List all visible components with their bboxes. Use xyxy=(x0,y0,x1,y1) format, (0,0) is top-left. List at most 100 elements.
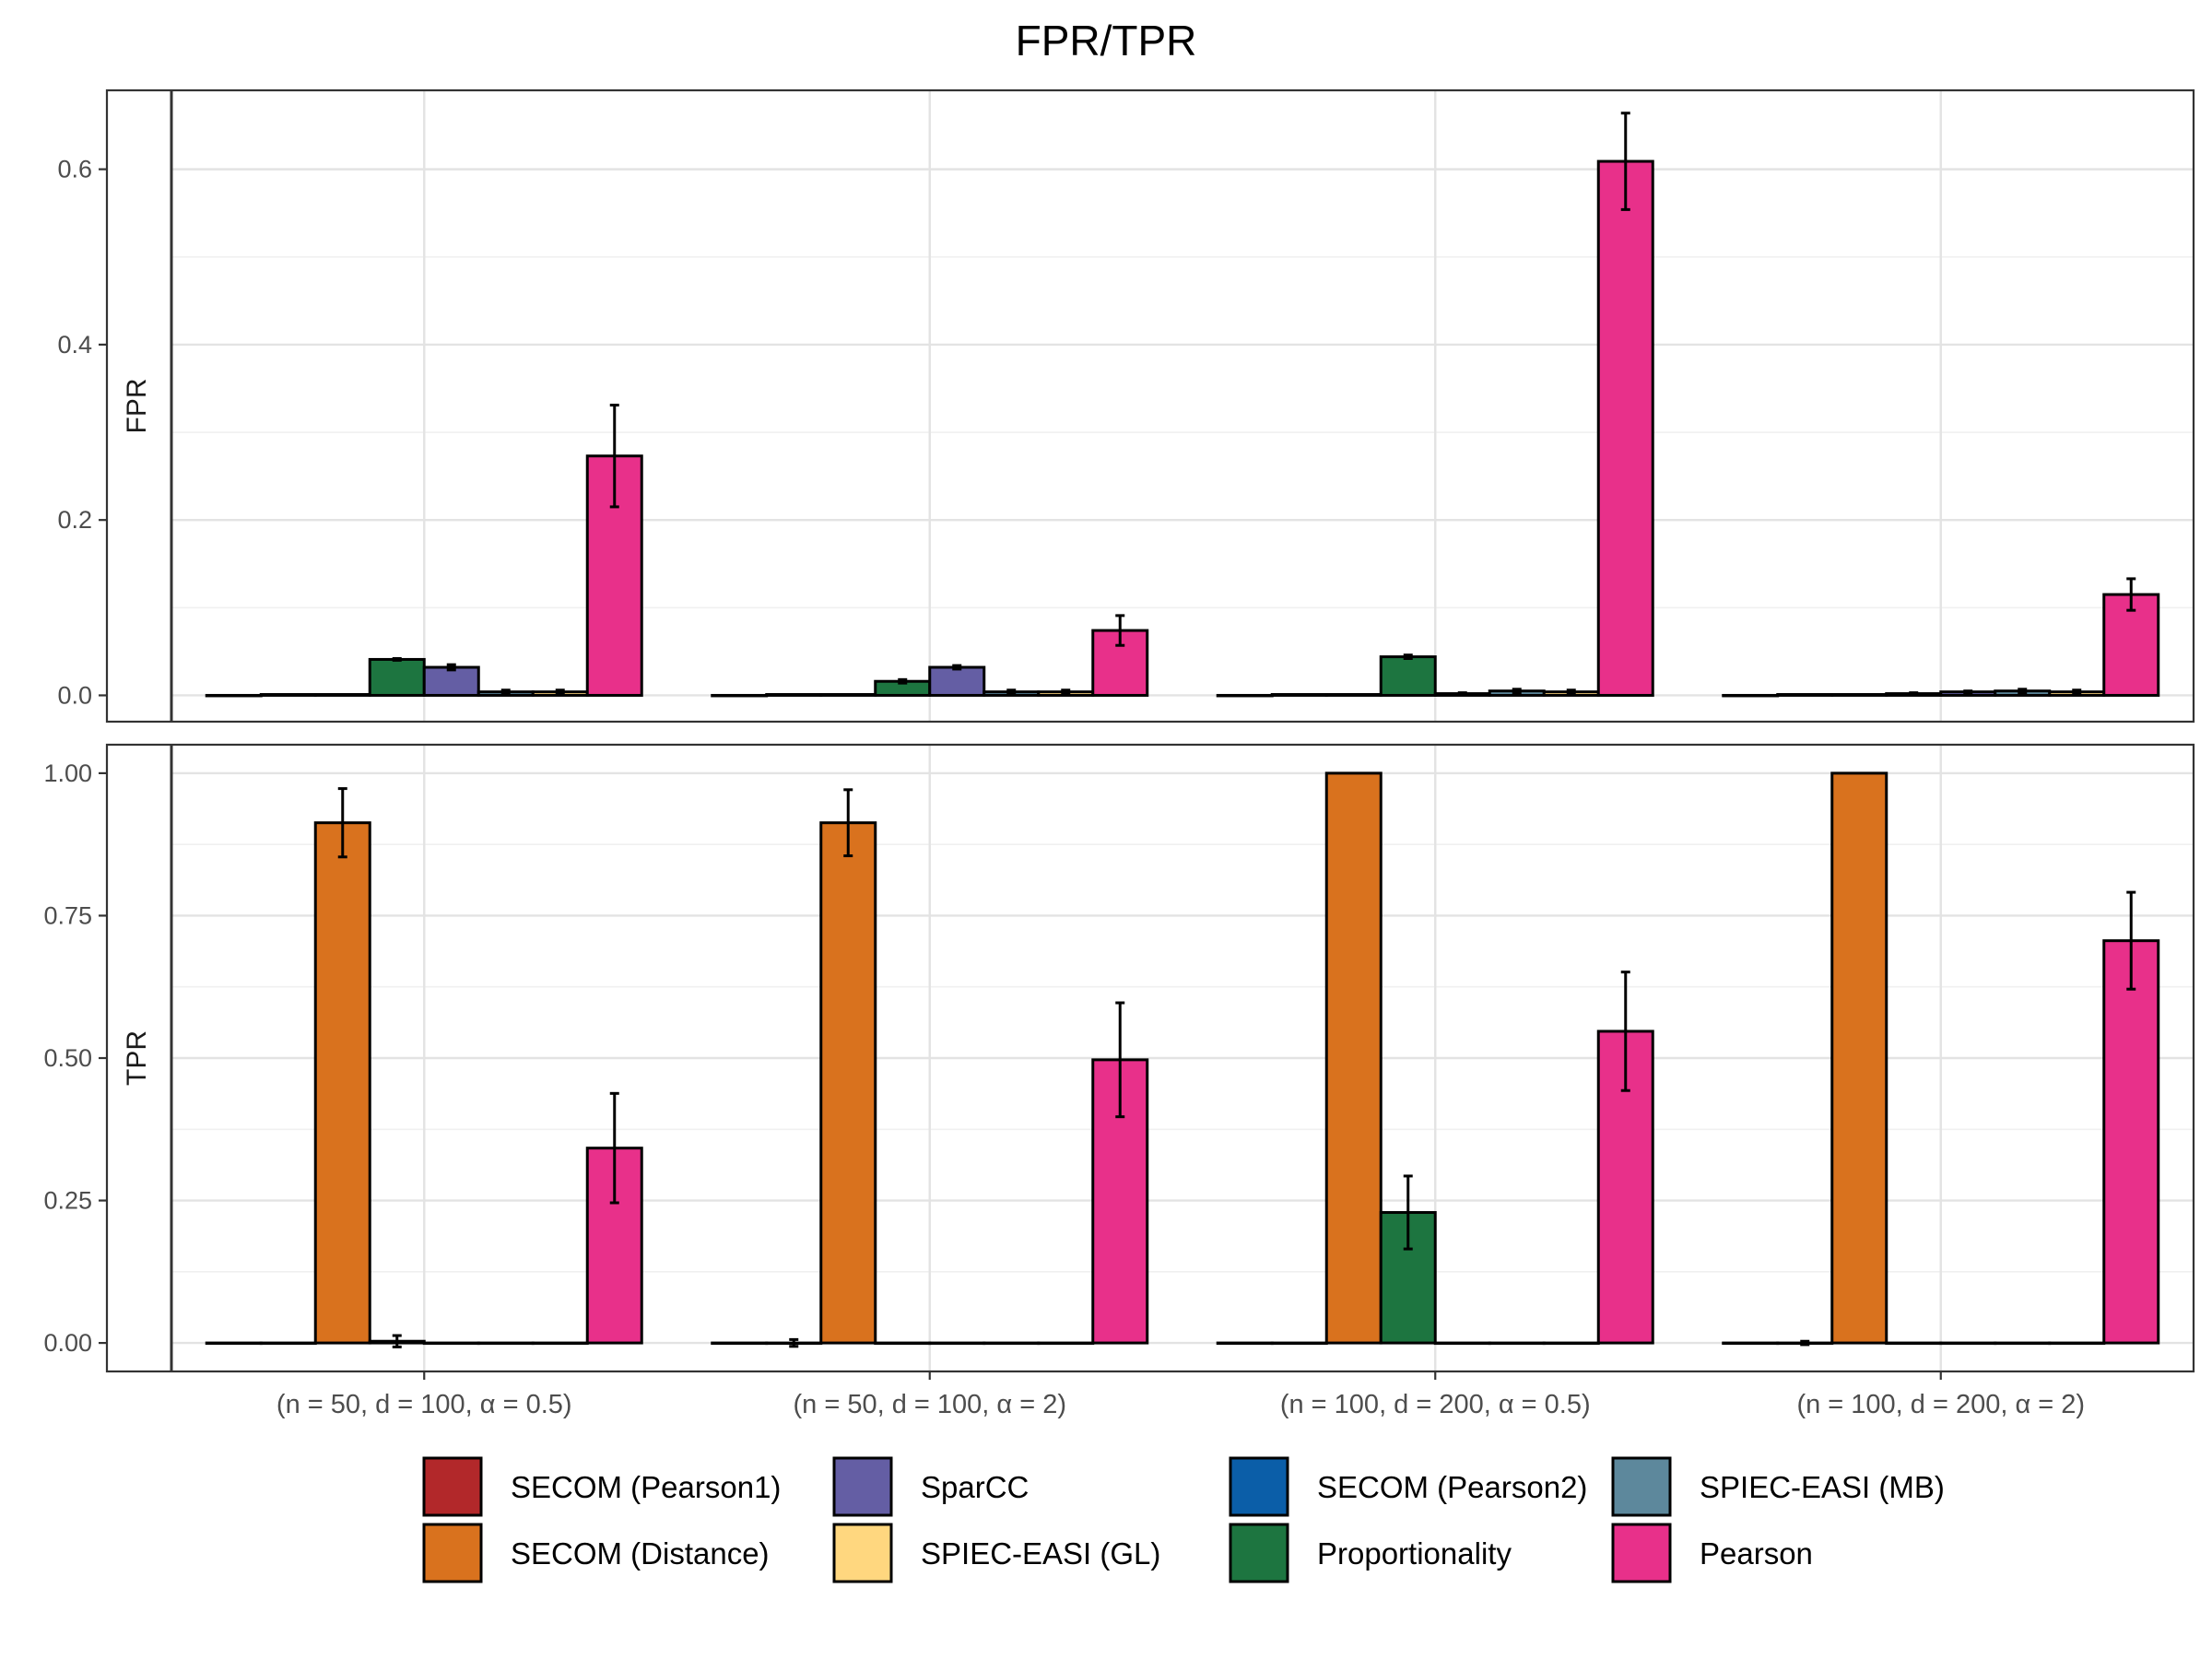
legend-label: SECOM (Pearson2) xyxy=(1317,1470,1587,1504)
y-tick-label: 0.4 xyxy=(57,331,92,359)
bar xyxy=(1776,693,1834,697)
legend-key xyxy=(832,1523,893,1583)
panel-border xyxy=(105,88,2195,724)
bar xyxy=(1994,1341,2052,1346)
error-bar xyxy=(1512,688,1522,695)
x-tick-label: (n = 100, d = 200, α = 0.5) xyxy=(1280,1390,1591,1419)
legend-label: Pearson xyxy=(1700,1536,1813,1571)
y-tick-label: 0.50 xyxy=(43,1044,92,1072)
legend-item: Proportionality xyxy=(1229,1523,1512,1583)
error-bar xyxy=(609,404,619,509)
bar xyxy=(1939,1341,1997,1346)
error-bar xyxy=(2126,577,2136,612)
bar xyxy=(313,693,371,697)
error-bar xyxy=(2126,890,2136,991)
bar xyxy=(1324,693,1382,697)
bar xyxy=(928,1341,986,1346)
error-bar xyxy=(2072,688,2082,696)
bar xyxy=(1216,1341,1274,1346)
error-bar xyxy=(789,1337,799,1348)
bar xyxy=(368,657,426,697)
bar xyxy=(205,1341,263,1346)
y-tick-label: 0.2 xyxy=(57,506,92,534)
error-bar xyxy=(1800,1339,1810,1347)
legend-label: SECOM (Pearson1) xyxy=(511,1470,781,1504)
legend-label: SPIEC-EASI (MB) xyxy=(1700,1470,1945,1504)
error-bar xyxy=(446,663,456,672)
bar xyxy=(422,665,480,697)
panel-fpr: FPR 0.0 0.2 0.4 0.6 xyxy=(57,88,2195,724)
error-bar xyxy=(843,788,853,858)
bar xyxy=(477,1341,535,1346)
bar xyxy=(2102,939,2160,1345)
error-bar xyxy=(2018,688,2028,695)
y-tick-label: 0.6 xyxy=(57,156,92,183)
bar xyxy=(1037,1341,1095,1346)
legend-key xyxy=(422,1523,483,1583)
error-bar xyxy=(952,664,962,671)
legend-label: SPIEC-EASI (GL) xyxy=(921,1536,1160,1571)
bar xyxy=(1433,1341,1491,1346)
legend-item: SparCC xyxy=(832,1456,1029,1517)
error-bar xyxy=(1006,688,1017,696)
y-tick-label: 0.75 xyxy=(43,901,92,929)
error-bar xyxy=(1909,691,1919,697)
bar xyxy=(1270,1341,1328,1346)
bar xyxy=(1216,693,1274,698)
error-bar xyxy=(1061,688,1071,696)
y-tick-label: 0.25 xyxy=(43,1187,92,1215)
legend-key xyxy=(832,1456,893,1517)
bar xyxy=(313,821,371,1345)
chart-title: FPR/TPR xyxy=(1016,17,1197,65)
x-tick-label: (n = 50, d = 100, α = 2) xyxy=(794,1390,1067,1419)
error-bar xyxy=(392,1334,402,1348)
error-bar xyxy=(555,688,565,696)
error-bar xyxy=(1620,971,1630,1092)
bar xyxy=(259,1341,317,1346)
strip-label-tpr: TPR xyxy=(122,1030,152,1086)
legend-label: Proportionality xyxy=(1317,1536,1512,1571)
bar xyxy=(711,1341,769,1346)
bar xyxy=(1722,1341,1780,1346)
bar xyxy=(1885,1341,1943,1346)
error-bar xyxy=(1115,614,1125,647)
bar xyxy=(1270,693,1328,697)
error-bar xyxy=(337,787,347,859)
legend-key xyxy=(1611,1456,1672,1517)
bar xyxy=(1379,655,1437,697)
plot-background xyxy=(171,90,2194,722)
bar xyxy=(819,693,877,697)
bar xyxy=(1830,693,1888,697)
bar xyxy=(1722,693,1780,698)
error-bar xyxy=(500,688,511,696)
bar xyxy=(2048,1341,2106,1346)
bar xyxy=(982,1341,1041,1346)
bar xyxy=(1324,771,1382,1345)
legend-item: SECOM (Pearson1) xyxy=(422,1456,781,1517)
bar xyxy=(531,1341,589,1346)
bar xyxy=(205,693,263,698)
error-bar xyxy=(898,677,908,685)
error-bar xyxy=(1457,691,1467,697)
error-bar xyxy=(1963,689,1973,695)
panel-tpr: TPR 0.00 0.25 0.50 0.75 1.00 xyxy=(43,743,2195,1373)
bar xyxy=(928,665,986,697)
x-tick-label: (n = 100, d = 200, α = 2) xyxy=(1796,1390,2085,1419)
bar xyxy=(711,693,769,698)
error-bar xyxy=(1403,1174,1413,1251)
error-bar xyxy=(609,1091,619,1205)
legend-key xyxy=(1611,1523,1672,1583)
error-bar xyxy=(1115,1001,1125,1119)
bar xyxy=(422,1341,480,1346)
legend-item: Pearson xyxy=(1611,1523,1813,1583)
legend-key xyxy=(422,1456,483,1517)
strip-label-fpr: FPR xyxy=(122,379,152,434)
legend-item: SECOM (Pearson2) xyxy=(1229,1456,1587,1517)
legend-item: SPIEC-EASI (MB) xyxy=(1611,1456,1945,1517)
bar xyxy=(1542,1341,1600,1346)
y-tick-label: 0.00 xyxy=(43,1329,92,1357)
bar xyxy=(1830,771,1888,1345)
legend-key xyxy=(1229,1523,1289,1583)
x-tick-label: (n = 50, d = 100, α = 0.5) xyxy=(276,1390,572,1419)
